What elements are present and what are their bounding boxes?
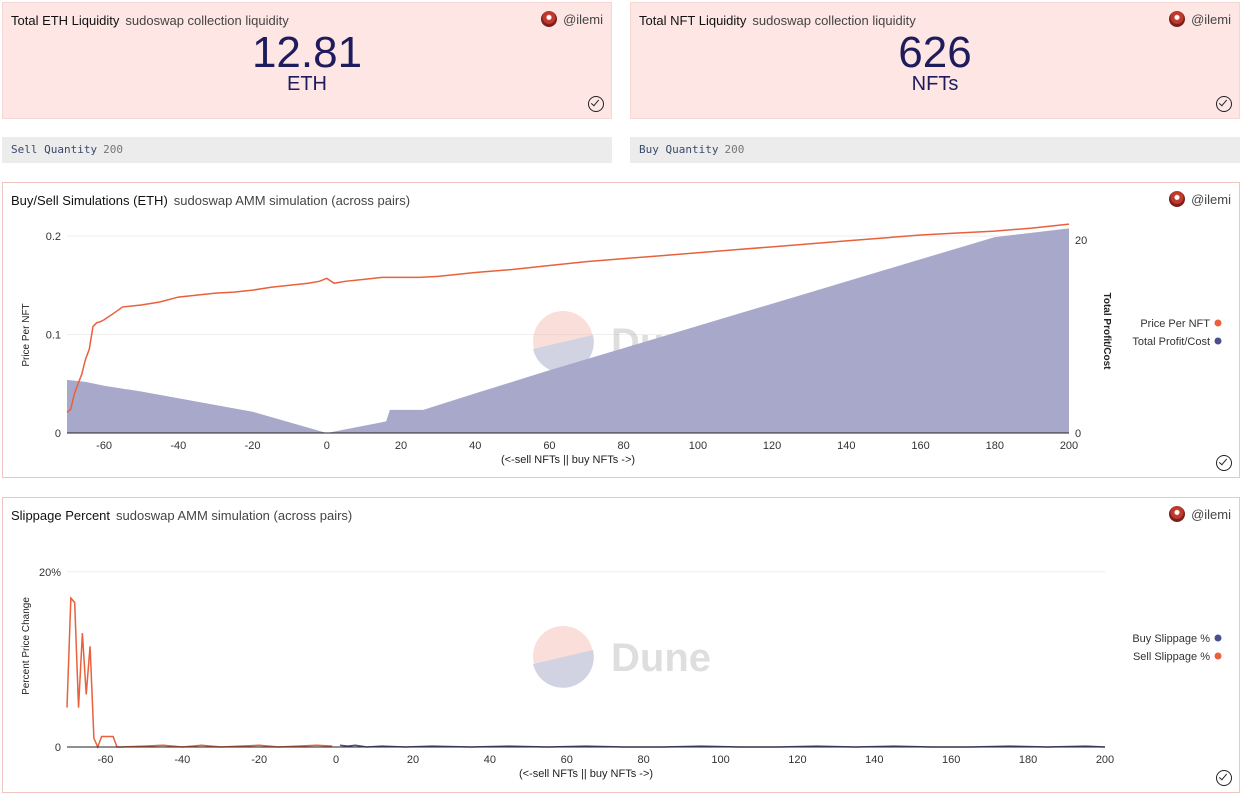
x-tick-label: 160: [911, 440, 929, 452]
x-tick-label: 20: [407, 754, 419, 766]
card-title: Total ETH Liquidity sudoswap collection l…: [11, 13, 289, 28]
dune-logo-icon: [533, 311, 593, 371]
panel-title: Slippage Percent sudoswap AMM simulation …: [11, 508, 353, 523]
y-tick-label: 0: [55, 742, 61, 754]
sell-quantity-value[interactable]: 200: [103, 143, 123, 156]
slippage-panel: Slippage Percent sudoswap AMM simulation …: [2, 497, 1240, 793]
legend-marker: [1214, 319, 1222, 327]
x-tick-label: -20: [251, 754, 267, 766]
x-tick-label: 180: [986, 440, 1004, 452]
panel-title: Buy/Sell Simulations (ETH) sudoswap AMM s…: [11, 193, 411, 208]
y-tick-label: 0.2: [46, 231, 61, 243]
check-circle-icon[interactable]: [1216, 455, 1232, 471]
x-tick-label: 200: [1060, 440, 1078, 452]
x-tick-label: 40: [469, 440, 481, 452]
legend-label: Total Profit/Cost: [1132, 336, 1210, 348]
x-tick-label: -60: [97, 754, 113, 766]
x-tick-label: 40: [484, 754, 496, 766]
y-axis-label: Percent Price Change: [21, 597, 32, 695]
buy-quantity-param[interactable]: Buy Quantity 200: [630, 137, 1240, 163]
avatar: [1169, 506, 1186, 522]
x-tick-label: 60: [543, 440, 555, 452]
y2-tick-label: 20: [1075, 235, 1087, 247]
legend-marker: [1214, 337, 1222, 345]
legend-marker: [1214, 634, 1222, 642]
sell-quantity-param[interactable]: Sell Quantity 200: [2, 137, 612, 163]
slippage-chart: 0 20% Dune -60 -40 -20 0 20 40 60 80 100 120 140 160 18…: [21, 567, 1222, 780]
card-title: Total NFT Liquidity sudoswap collection l…: [639, 13, 916, 28]
author-link[interactable]: @ilemi: [1169, 11, 1231, 27]
x-tick-label: 0: [324, 440, 330, 452]
simulation-panel: Buy/Sell Simulations (ETH) sudoswap AMM s…: [2, 182, 1240, 478]
check-circle-icon[interactable]: [588, 96, 604, 112]
simulation-chart: 00.10.2020Dune-60-40-2002040608010012014…: [21, 223, 1222, 466]
avatar: [541, 11, 558, 27]
x-tick-label: 80: [618, 440, 630, 452]
x-tick-label: 200: [1096, 754, 1114, 766]
x-tick-label: 120: [788, 754, 806, 766]
legend-label: Buy Slippage %: [1132, 633, 1210, 645]
x-tick-label: 140: [837, 440, 855, 452]
watermark-text: Dune: [611, 636, 711, 680]
legend-label: Price Per NFT: [1140, 318, 1210, 330]
avatar: [1169, 191, 1186, 207]
legend-label: Sell Slippage %: [1133, 651, 1210, 663]
y-tick-label: 20%: [39, 567, 61, 579]
check-circle-icon[interactable]: [1216, 96, 1232, 112]
x-tick-label: 0: [333, 754, 339, 766]
eth-liquidity-value: 12.81: [251, 28, 363, 77]
nft-liquidity-card: Total NFT Liquidity sudoswap collection l…: [630, 2, 1240, 119]
x-tick-label: -20: [245, 440, 261, 452]
dune-logo-icon: [533, 650, 594, 688]
y-tick-label: 0: [55, 428, 61, 440]
author-link[interactable]: @ilemi: [541, 11, 603, 27]
price-per-nft-line: [66, 223, 1070, 413]
buy-quantity-value[interactable]: 200: [724, 143, 745, 156]
sell-slippage-line: [66, 596, 333, 750]
y-axis-label: Price Per NFT: [21, 303, 32, 366]
legend-marker: [1214, 652, 1222, 660]
nft-liquidity-value: 626: [898, 28, 972, 77]
x-tick-label: 120: [763, 440, 781, 452]
dune-logo-icon: [533, 626, 593, 686]
x-tick-label: 80: [638, 754, 650, 766]
total-profit-cost-area: [67, 228, 1069, 433]
avatar: [1169, 11, 1186, 27]
check-circle-icon[interactable]: [1216, 770, 1232, 786]
x-tick-label: 180: [1019, 754, 1037, 766]
y2-tick-label: 0: [1075, 428, 1081, 440]
x-tick-label: 100: [711, 754, 729, 766]
x-tick-label: 100: [689, 440, 707, 452]
x-tick-label: 20: [395, 440, 407, 452]
x-tick-label: 160: [942, 754, 960, 766]
author-link[interactable]: @ilemi: [1169, 506, 1231, 522]
x-axis-label: (<-sell NFTs || buy NFTs ->): [501, 454, 635, 466]
eth-liquidity-card: Total ETH Liquidity sudoswap collection l…: [2, 2, 612, 119]
eth-liquidity-unit: ETH: [287, 73, 327, 95]
x-tick-label: 60: [561, 754, 573, 766]
x-tick-label: -40: [170, 440, 186, 452]
nft-liquidity-unit: NFTs: [911, 73, 959, 95]
author-link[interactable]: @ilemi: [1169, 191, 1231, 207]
y2-axis-label: Total Profit/Cost: [1101, 292, 1112, 370]
x-axis-label: (<-sell NFTs || buy NFTs ->): [519, 768, 653, 780]
x-tick-label: -60: [96, 440, 112, 452]
y-tick-label: 0.1: [46, 330, 61, 342]
dune-watermark: Dune: [533, 626, 711, 688]
x-tick-label: -40: [174, 754, 190, 766]
x-tick-label: 140: [865, 754, 883, 766]
